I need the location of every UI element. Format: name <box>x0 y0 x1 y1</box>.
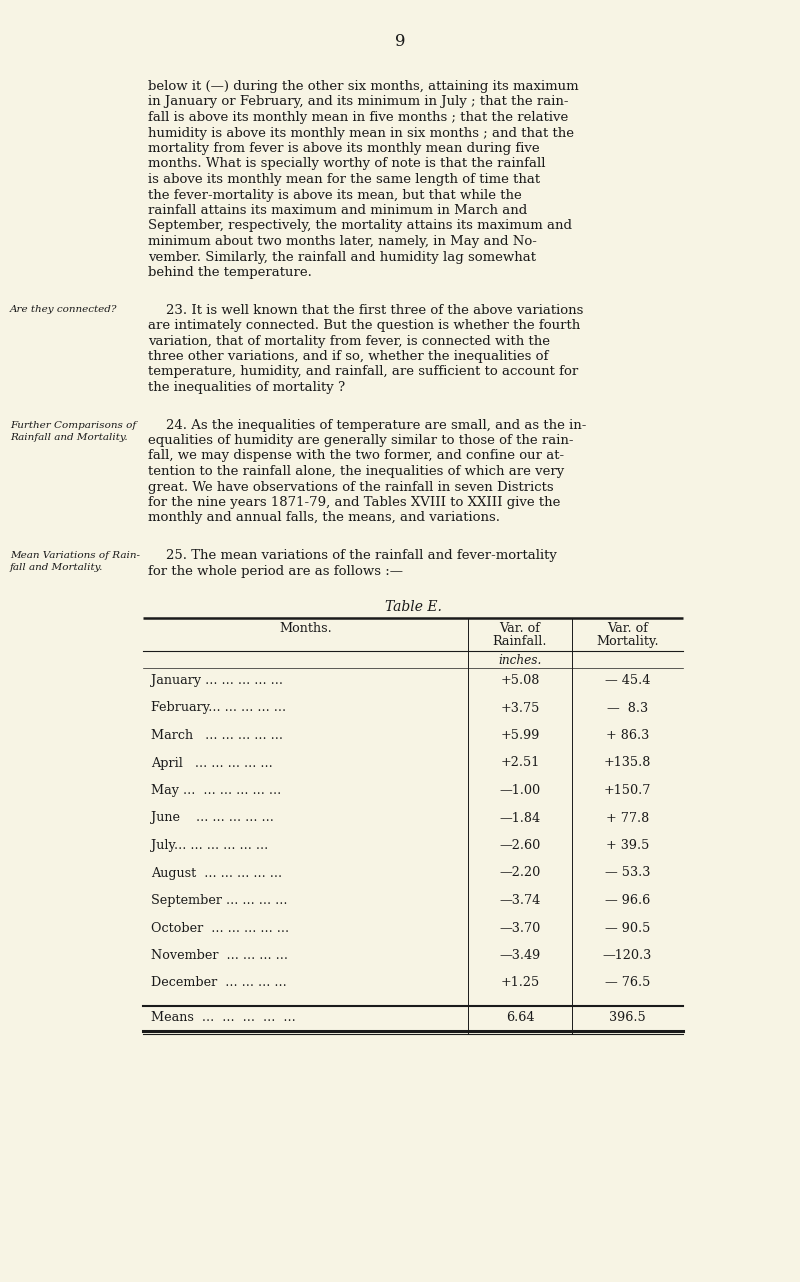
Text: December  ... ... ... ...: December ... ... ... ... <box>151 977 286 990</box>
Text: March   ... ... ... ... ...: March ... ... ... ... ... <box>151 729 283 742</box>
Text: — 76.5: — 76.5 <box>605 977 650 990</box>
Text: + 86.3: + 86.3 <box>606 729 649 742</box>
Text: — 53.3: — 53.3 <box>605 867 650 879</box>
Text: —2.20: —2.20 <box>499 867 541 879</box>
Text: for the nine years 1871-79, and Tables XVIII to XXIII give the: for the nine years 1871-79, and Tables X… <box>148 496 560 509</box>
Text: June    ... ... ... ... ...: June ... ... ... ... ... <box>151 812 274 824</box>
Text: the inequalities of mortality ?: the inequalities of mortality ? <box>148 381 345 394</box>
Text: Means  ...  ...  ...  ...  ...: Means ... ... ... ... ... <box>151 1011 296 1024</box>
Text: fall is above its monthly mean in five months ; that the relative: fall is above its monthly mean in five m… <box>148 112 568 124</box>
Text: tention to the rainfall alone, the inequalities of which are very: tention to the rainfall alone, the inequ… <box>148 465 564 478</box>
Text: February... ... ... ... ...: February... ... ... ... ... <box>151 701 286 714</box>
Text: +150.7: +150.7 <box>604 785 651 797</box>
Text: are intimately connected. But the question is whether the fourth: are intimately connected. But the questi… <box>148 319 580 332</box>
Text: rainfall attains its maximum and minimum in March and: rainfall attains its maximum and minimum… <box>148 204 527 217</box>
Text: Rainfall and Mortality.: Rainfall and Mortality. <box>10 432 128 441</box>
Text: mortality from fever is above its monthly mean during five: mortality from fever is above its monthl… <box>148 142 540 155</box>
Text: Var. of: Var. of <box>499 622 541 635</box>
Text: is above its monthly mean for the same length of time that: is above its monthly mean for the same l… <box>148 173 540 186</box>
Text: +3.75: +3.75 <box>500 701 540 714</box>
Text: April   ... ... ... ... ...: April ... ... ... ... ... <box>151 756 273 769</box>
Text: fall, we may dispense with the two former, and confine our at-: fall, we may dispense with the two forme… <box>148 450 564 463</box>
Text: Months.: Months. <box>279 622 332 635</box>
Text: Table E.: Table E. <box>385 600 442 614</box>
Text: —3.70: —3.70 <box>499 922 541 935</box>
Text: 6.64: 6.64 <box>506 1011 534 1024</box>
Text: July... ... ... ... ... ...: July... ... ... ... ... ... <box>151 838 268 853</box>
Text: — 90.5: — 90.5 <box>605 922 650 935</box>
Text: November  ... ... ... ...: November ... ... ... ... <box>151 949 288 962</box>
Text: Rainfall.: Rainfall. <box>493 635 547 647</box>
Text: +135.8: +135.8 <box>604 756 651 769</box>
Text: Var. of: Var. of <box>607 622 648 635</box>
Text: monthly and annual falls, the means, and variations.: monthly and annual falls, the means, and… <box>148 512 500 524</box>
Text: —  8.3: — 8.3 <box>607 701 648 714</box>
Text: 24. As the inequalities of temperature are small, and as the in-: 24. As the inequalities of temperature a… <box>166 418 586 432</box>
Text: —3.74: —3.74 <box>499 894 541 906</box>
Text: —3.49: —3.49 <box>499 949 541 962</box>
Text: the fever-mortality is above its mean, but that while the: the fever-mortality is above its mean, b… <box>148 188 522 201</box>
Text: —2.60: —2.60 <box>499 838 541 853</box>
Text: 25. The mean variations of the rainfall and fever-mortality: 25. The mean variations of the rainfall … <box>166 549 557 562</box>
Text: — 45.4: — 45.4 <box>605 674 650 687</box>
Text: 9: 9 <box>394 33 406 50</box>
Text: September ... ... ... ...: September ... ... ... ... <box>151 894 287 906</box>
Text: for the whole period are as follows :—: for the whole period are as follows :— <box>148 564 403 577</box>
Text: 396.5: 396.5 <box>609 1011 646 1024</box>
Text: —1.84: —1.84 <box>499 812 541 824</box>
Text: Mean Variations of Rain-: Mean Variations of Rain- <box>10 551 140 560</box>
Text: + 77.8: + 77.8 <box>606 812 649 824</box>
Text: temperature, humidity, and rainfall, are sufficient to account for: temperature, humidity, and rainfall, are… <box>148 365 578 378</box>
Text: vember. Similarly, the rainfall and humidity lag somewhat: vember. Similarly, the rainfall and humi… <box>148 250 536 264</box>
Text: + 39.5: + 39.5 <box>606 838 649 853</box>
Text: great. We have observations of the rainfall in seven Districts: great. We have observations of the rainf… <box>148 481 554 494</box>
Text: Further Comparisons of: Further Comparisons of <box>10 420 136 429</box>
Text: September, respectively, the mortality attains its maximum and: September, respectively, the mortality a… <box>148 219 572 232</box>
Text: Mortality.: Mortality. <box>596 635 659 647</box>
Text: fall and Mortality.: fall and Mortality. <box>10 563 103 572</box>
Text: below it (—) during the other six months, attaining its maximum: below it (—) during the other six months… <box>148 79 578 94</box>
Text: October  ... ... ... ... ...: October ... ... ... ... ... <box>151 922 289 935</box>
Text: January ... ... ... ... ...: January ... ... ... ... ... <box>151 674 283 687</box>
Text: — 96.6: — 96.6 <box>605 894 650 906</box>
Text: 23. It is well known that the first three of the above variations: 23. It is well known that the first thre… <box>166 304 583 317</box>
Text: humidity is above its monthly mean in six months ; and that the: humidity is above its monthly mean in si… <box>148 127 574 140</box>
Text: +5.08: +5.08 <box>500 674 540 687</box>
Text: May ...  ... ... ... ... ...: May ... ... ... ... ... ... <box>151 785 282 797</box>
Text: minimum about two months later, namely, in May and No-: minimum about two months later, namely, … <box>148 235 537 247</box>
Text: inches.: inches. <box>498 654 542 667</box>
Text: —120.3: —120.3 <box>603 949 652 962</box>
Text: August  ... ... ... ... ...: August ... ... ... ... ... <box>151 867 282 879</box>
Text: in January or February, and its minimum in July ; that the rain-: in January or February, and its minimum … <box>148 95 569 109</box>
Text: +5.99: +5.99 <box>500 729 540 742</box>
Text: behind the temperature.: behind the temperature. <box>148 265 312 279</box>
Text: —1.00: —1.00 <box>499 785 541 797</box>
Text: +2.51: +2.51 <box>500 756 540 769</box>
Text: variation, that of mortality from fever, is connected with the: variation, that of mortality from fever,… <box>148 335 550 347</box>
Text: Are they connected?: Are they connected? <box>10 305 118 314</box>
Text: equalities of humidity are generally similar to those of the rain-: equalities of humidity are generally sim… <box>148 435 574 447</box>
Text: +1.25: +1.25 <box>500 977 540 990</box>
Text: months. What is specially worthy of note is that the rainfall: months. What is specially worthy of note… <box>148 158 546 171</box>
Text: three other variations, and if so, whether the inequalities of: three other variations, and if so, wheth… <box>148 350 548 363</box>
